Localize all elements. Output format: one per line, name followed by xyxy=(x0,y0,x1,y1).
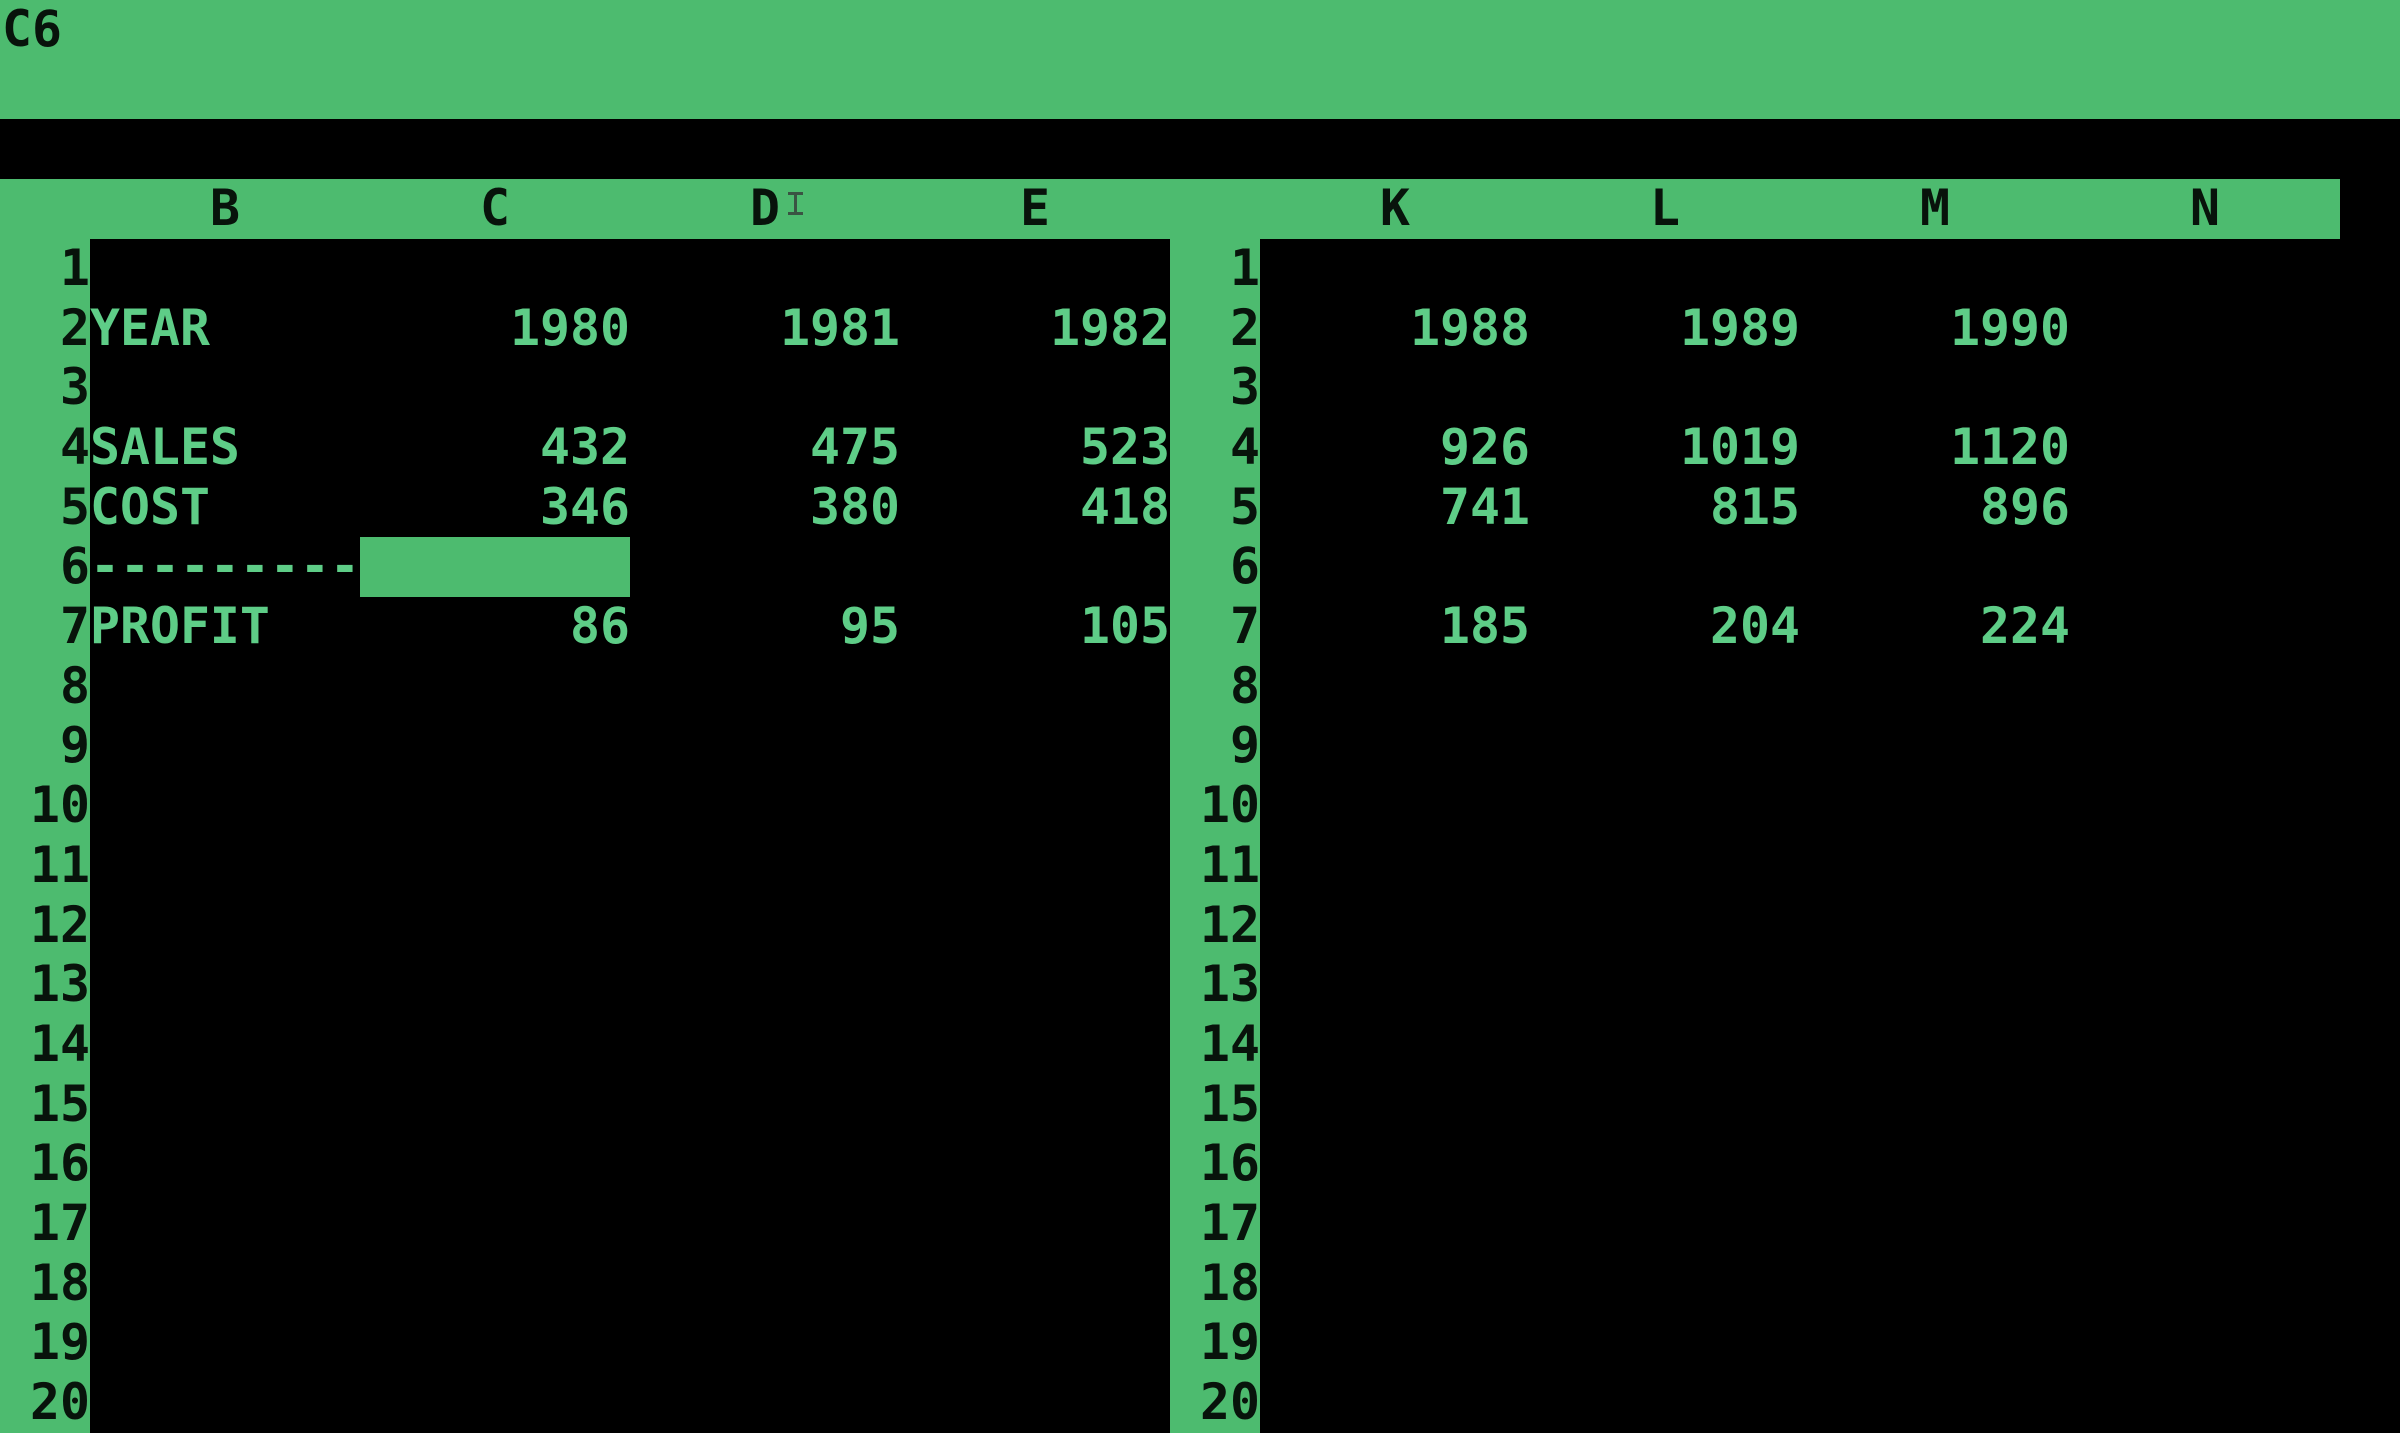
cell-C2[interactable]: 1980 xyxy=(510,298,630,357)
right-row-number-5: 5 xyxy=(1230,477,1260,536)
left-row-number-2: 2 xyxy=(60,298,90,357)
cell-L7[interactable]: 204 xyxy=(1710,597,1800,656)
active-cell-reference: C6 xyxy=(2,0,62,58)
edit-status-bar: C6 xyxy=(0,0,2400,120)
left-row-number-16: 16 xyxy=(30,1134,90,1193)
right-row-number-15: 15 xyxy=(1200,1074,1260,1133)
column-header-E: E xyxy=(1020,179,1050,238)
cell-B5[interactable]: COST xyxy=(90,477,210,536)
right-row-number-7: 7 xyxy=(1230,597,1260,656)
cell-M4[interactable]: 1120 xyxy=(1950,417,2070,476)
cell-C7[interactable]: 86 xyxy=(570,597,630,656)
column-header-D: D xyxy=(750,179,780,238)
left-row-number-20: 20 xyxy=(30,1373,90,1432)
cell-M5[interactable]: 896 xyxy=(1980,477,2070,536)
cell-D4[interactable]: 475 xyxy=(810,417,900,476)
cell-M7[interactable]: 224 xyxy=(1980,597,2070,656)
right-row-number-10: 10 xyxy=(1200,776,1260,835)
right-row-number-18: 18 xyxy=(1200,1253,1260,1312)
left-row-number-11: 11 xyxy=(30,835,90,894)
cell-K4[interactable]: 926 xyxy=(1440,417,1530,476)
cell-B2[interactable]: YEAR xyxy=(90,298,210,357)
right-row-number-16: 16 xyxy=(1200,1134,1260,1193)
cell-B4[interactable]: SALES xyxy=(90,417,240,476)
column-header-C: C xyxy=(480,179,510,238)
left-row-number-4: 4 xyxy=(60,417,90,476)
cell-C5[interactable]: 346 xyxy=(540,477,630,536)
cell-D5[interactable]: 380 xyxy=(810,477,900,536)
cell-E2[interactable]: 1982 xyxy=(1050,298,1170,357)
cell-E4[interactable]: 523 xyxy=(1080,417,1170,476)
left-row-number-6: 6 xyxy=(60,537,90,596)
cell-E5[interactable]: 418 xyxy=(1080,477,1170,536)
cell-B6[interactable]: --------- xyxy=(90,537,360,596)
left-row-number-19: 19 xyxy=(30,1313,90,1372)
left-row-number-10: 10 xyxy=(30,776,90,835)
left-row-number-12: 12 xyxy=(30,895,90,954)
cell-C4[interactable]: 432 xyxy=(540,417,630,476)
cell-M2[interactable]: 1990 xyxy=(1950,298,2070,357)
cell-L2[interactable]: 1989 xyxy=(1680,298,1800,357)
left-row-number-18: 18 xyxy=(30,1253,90,1312)
cell-D7[interactable]: 95 xyxy=(840,597,900,656)
column-header-M: M xyxy=(1920,179,1950,238)
right-row-number-17: 17 xyxy=(1200,1194,1260,1253)
right-row-number-8: 8 xyxy=(1230,656,1260,715)
right-row-number-13: 13 xyxy=(1200,955,1260,1014)
left-row-number-9: 9 xyxy=(60,716,90,775)
left-row-number-7: 7 xyxy=(60,597,90,656)
cell-D2[interactable]: 1981 xyxy=(780,298,900,357)
right-row-number-3: 3 xyxy=(1230,358,1260,417)
right-row-number-2: 2 xyxy=(1230,298,1260,357)
column-header-B: B xyxy=(210,179,240,238)
cell-K5[interactable]: 741 xyxy=(1440,477,1530,536)
cell-K2[interactable]: 1988 xyxy=(1410,298,1530,357)
right-row-number-19: 19 xyxy=(1200,1313,1260,1372)
left-row-number-13: 13 xyxy=(30,955,90,1014)
right-row-number-11: 11 xyxy=(1200,835,1260,894)
right-row-number-1: 1 xyxy=(1230,238,1260,297)
column-header-N: N xyxy=(2190,179,2220,238)
cell-L5[interactable]: 815 xyxy=(1710,477,1800,536)
cell-cursor-C6[interactable] xyxy=(360,537,630,598)
cell-B7[interactable]: PROFIT xyxy=(90,597,270,656)
right-row-number-14: 14 xyxy=(1200,1014,1260,1073)
right-row-number-6: 6 xyxy=(1230,537,1260,596)
left-row-number-14: 14 xyxy=(30,1014,90,1073)
cell-E7[interactable]: 105 xyxy=(1080,597,1170,656)
left-row-number-strip: 1 2 3 4 5 6 7 8 9 10 11 12 13 14 15 16 17 18 19 20 xyxy=(0,238,90,1433)
left-row-number-3: 3 xyxy=(60,358,90,417)
left-row-number-15: 15 xyxy=(30,1074,90,1133)
left-row-number-8: 8 xyxy=(60,656,90,715)
left-row-number-17: 17 xyxy=(30,1194,90,1253)
right-row-number-9: 9 xyxy=(1230,716,1260,775)
left-row-number-1: 1 xyxy=(60,238,90,297)
column-header-K: K xyxy=(1380,179,1410,238)
cell-K7[interactable]: 185 xyxy=(1440,597,1530,656)
column-header-L: L xyxy=(1650,179,1680,238)
right-row-number-4: 4 xyxy=(1230,417,1260,476)
left-row-number-5: 5 xyxy=(60,477,90,536)
right-row-number-20: 20 xyxy=(1200,1373,1260,1432)
right-row-number-strip: 1 2 3 4 5 6 7 8 9 10 11 12 13 14 15 16 17 18 19 20 xyxy=(1170,238,1260,1433)
right-row-number-12: 12 xyxy=(1200,895,1260,954)
cell-L4[interactable]: 1019 xyxy=(1680,417,1800,476)
mouse-ibeam-cursor xyxy=(788,192,803,215)
